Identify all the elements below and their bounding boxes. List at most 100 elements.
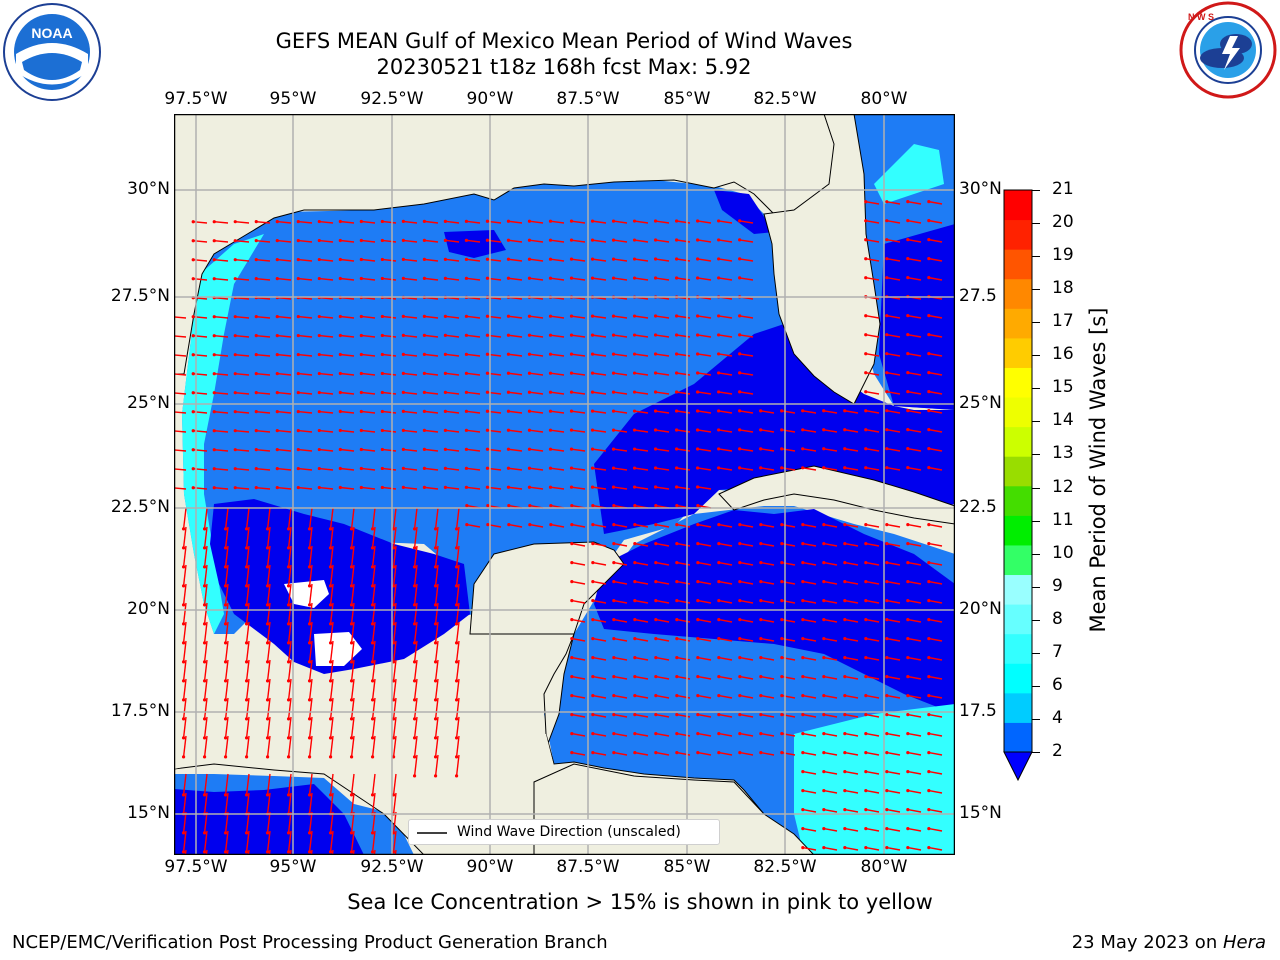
wind-wave-arrow [886, 713, 901, 718]
wind-wave-arrowhead [738, 238, 742, 242]
wind-wave-arrow [308, 507, 313, 529]
wind-wave-arrowhead [632, 333, 637, 337]
wind-wave-arrow [256, 372, 271, 376]
wind-wave-arrowhead [717, 675, 721, 679]
wind-wave-arrowhead [759, 561, 763, 565]
wind-wave-arrow [634, 694, 649, 699]
wind-wave-arrowhead [675, 580, 679, 584]
wind-wave-arrowhead [801, 542, 805, 546]
wind-wave-arrow [392, 564, 397, 586]
wind-wave-arrowhead [927, 542, 931, 546]
wind-wave-arrow [718, 656, 733, 661]
wind-wave-arrowhead [801, 523, 805, 527]
wind-wave-arrow [403, 258, 418, 262]
wind-wave-arrowhead [527, 333, 532, 337]
wind-wave-arrow [571, 751, 586, 756]
wind-wave-arrow [361, 429, 376, 433]
wind-wave-arrowhead [927, 713, 931, 717]
wind-wave-arrow [455, 545, 460, 567]
wind-wave-arrowhead [696, 751, 700, 755]
wind-wave-arrowhead [906, 618, 910, 622]
colorbar-tick-label: 14 [1052, 410, 1074, 431]
wind-wave-arrow [718, 429, 733, 433]
wind-wave-arrow [865, 637, 880, 642]
wind-wave-arrow [298, 334, 313, 338]
wind-wave-arrowhead [633, 599, 637, 603]
wind-wave-arrowhead [590, 428, 595, 432]
wind-wave-arrowhead [590, 409, 595, 413]
wind-wave-arrow [203, 640, 208, 662]
wind-wave-arrow [182, 811, 187, 833]
wind-wave-arrow [928, 637, 943, 642]
wind-wave-arrowhead [422, 276, 426, 280]
wind-wave-arrowhead [380, 371, 384, 376]
wind-wave-arrowhead [464, 352, 469, 356]
wind-wave-arrow [907, 599, 922, 604]
wind-wave-arrow [445, 391, 460, 395]
colorbar-tick-mark [1032, 454, 1040, 456]
wind-wave-arrowhead [212, 391, 216, 395]
wind-wave-arrow [823, 599, 838, 604]
wind-wave-arrowhead [380, 333, 384, 338]
wind-wave-arrowhead [265, 660, 270, 664]
wind-wave-arrow [256, 258, 271, 262]
wind-wave-arrow [907, 618, 922, 623]
wind-wave-arrow [424, 391, 439, 395]
wind-wave-arrow [592, 523, 607, 528]
wind-wave-arrow [413, 526, 418, 548]
wind-wave-arrow [613, 732, 628, 737]
wind-wave-arrow [319, 334, 334, 338]
wind-wave-arrowhead [244, 584, 249, 588]
wind-wave-arrow [676, 391, 691, 395]
wind-wave-arrow [886, 846, 901, 851]
wind-wave-arrowhead [675, 542, 679, 546]
wind-wave-arrow [760, 675, 775, 680]
wind-wave-arrow [466, 486, 481, 490]
wind-wave-arrow [434, 697, 439, 719]
wind-wave-arrowhead [927, 200, 931, 204]
wind-wave-arrow [823, 561, 838, 566]
wind-wave-arrow [455, 659, 460, 681]
wind-wave-arrow [340, 429, 355, 433]
wind-wave-arrowhead [927, 846, 931, 850]
wind-wave-arrow [697, 315, 712, 319]
wind-wave-arrowhead [380, 352, 384, 357]
wind-wave-arrowhead [570, 542, 574, 546]
wind-wave-arrowhead [464, 314, 469, 318]
wind-wave-arrowhead [738, 542, 742, 546]
wind-wave-arrow [739, 391, 754, 395]
wind-wave-arrow [329, 640, 334, 662]
wind-wave-arrowhead [864, 200, 868, 204]
wind-wave-arrowhead [864, 371, 868, 375]
wind-wave-arrowhead [391, 831, 396, 835]
wind-wave-arrow [634, 220, 649, 224]
wind-wave-arrow [550, 523, 565, 528]
wind-wave-arrow [718, 542, 733, 547]
wind-wave-arrow [760, 599, 775, 604]
wind-wave-arrowhead [464, 333, 469, 337]
wind-wave-arrowhead [548, 333, 553, 337]
wind-wave-arrowhead [275, 277, 279, 281]
wind-wave-arrow [676, 656, 691, 661]
wind-wave-arrow [718, 220, 733, 224]
wind-wave-arrow [287, 507, 292, 529]
wind-wave-arrowhead [674, 314, 679, 318]
wind-wave-arrow [676, 429, 691, 433]
lon-label-bottom: 97.5°W [164, 857, 228, 877]
wind-wave-arrow [340, 467, 355, 471]
wind-wave-arrowhead [422, 238, 426, 242]
noaa-logo: NOAA [2, 2, 102, 102]
wind-wave-arrowhead [223, 831, 228, 835]
wind-wave-arrow [571, 656, 586, 661]
wind-wave-arrow [277, 277, 292, 281]
wind-wave-arrowhead [391, 641, 396, 645]
wind-wave-arrow [907, 200, 922, 205]
wind-wave-arrowhead [328, 831, 333, 835]
wind-wave-arrow [266, 602, 271, 624]
wind-wave-arrowhead [696, 675, 700, 679]
wind-wave-arrowhead [738, 713, 742, 717]
wind-wave-arrowhead [612, 523, 616, 527]
wind-wave-arrowhead [328, 622, 333, 626]
wind-wave-arrowhead [696, 314, 700, 318]
wind-wave-arrowhead [570, 561, 574, 565]
